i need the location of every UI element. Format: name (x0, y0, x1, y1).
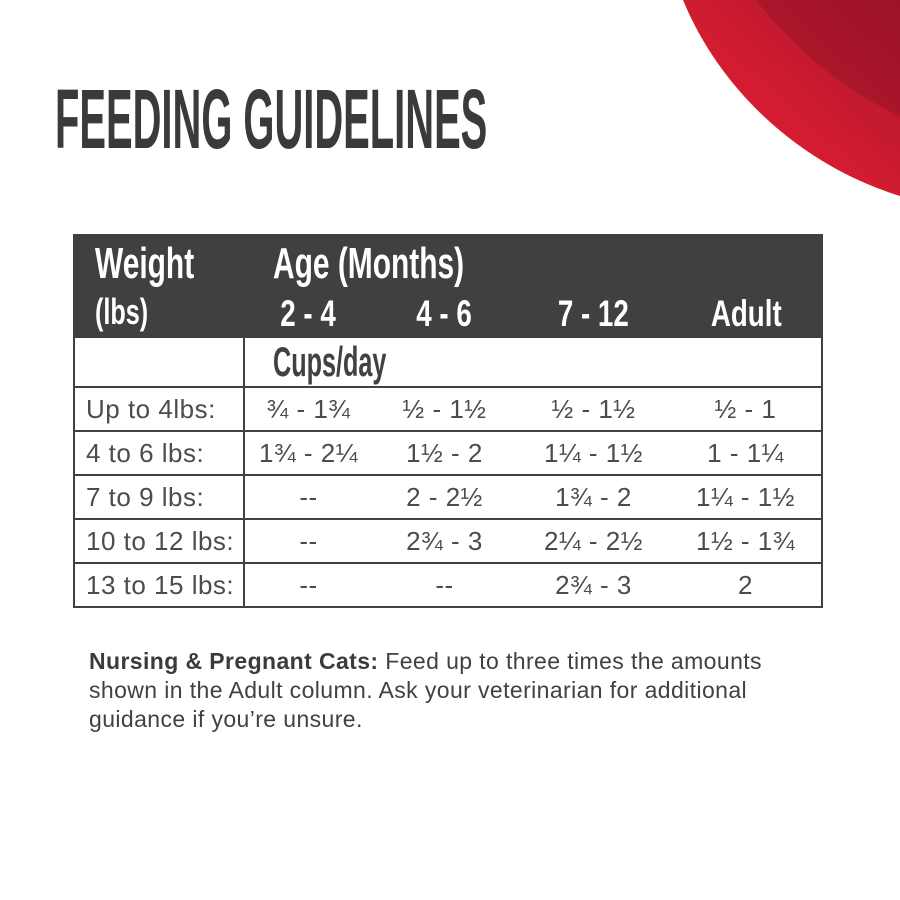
value-cell-adult: 1 - 1¼ (707, 437, 784, 468)
note-line-1-text: Feed up to three times the amounts (378, 648, 762, 674)
value-cell-adult: ½ - 1 (714, 393, 777, 424)
table-row: 7 to 9 lbs: -- 2 - 2½ 1¾ - 2 1¼ - 1½ (75, 476, 821, 520)
value-cell-4-6: 1½ - 2 (406, 437, 483, 468)
weight-cell: 4 to 6 lbs: (75, 432, 245, 474)
nursing-note: Nursing & Pregnant Cats: Feed up to thre… (89, 647, 849, 734)
value-cell-2-4: ¾ - 1¾ (266, 393, 351, 424)
weight-cell: 7 to 9 lbs: (75, 476, 245, 518)
age-subcolumns: 2 - 4 4 - 6 7 - 12 Adult (245, 295, 823, 332)
value-cell-7-12: 1¾ - 2 (555, 481, 632, 512)
note-line-1: Nursing & Pregnant Cats: Feed up to thre… (89, 647, 849, 676)
table-row: 4 to 6 lbs: 1¾ - 2¼ 1½ - 2 1¼ - 1½ 1 - 1… (75, 432, 821, 476)
table-body: Cups/day Up to 4lbs: ¾ - 1¾ ½ - 1½ ½ - 1… (73, 338, 823, 608)
value-cell-7-12: 1¼ - 1½ (544, 437, 643, 468)
value-cell-adult: 1¼ - 1½ (696, 481, 795, 512)
red-swoosh-decoration (683, 0, 900, 196)
age-col-7-12: 7 - 12 (558, 293, 629, 334)
table-row: 10 to 12 lbs: -- 2¾ - 3 2¼ - 2½ 1½ - 1¾ (75, 520, 821, 564)
units-cell: Cups/day (245, 338, 821, 386)
value-cell-7-12: 2¾ - 3 (555, 569, 632, 600)
value-cell-2-4: 1¾ - 2¼ (259, 437, 358, 468)
table-row: 13 to 15 lbs: -- -- 2¾ - 3 2 (75, 564, 821, 606)
age-col-4-6: 4 - 6 (416, 293, 473, 334)
page-title: FEEDING GUIDELINES (55, 77, 900, 161)
table-row: Up to 4lbs: ¾ - 1¾ ½ - 1½ ½ - 1½ ½ - 1 (75, 388, 821, 432)
weight-cell: Up to 4lbs: (75, 388, 245, 430)
value-cell-adult: 2 (738, 569, 753, 600)
value-cell-4-6: -- (435, 569, 454, 600)
value-cell-4-6: 2 - 2½ (406, 481, 483, 512)
units-label: Cups/day (273, 338, 387, 385)
table-header-row: Weight (lbs) Age (Months) 2 - 4 4 - 6 7 … (73, 234, 823, 338)
weight-column-header: Weight (95, 239, 195, 288)
weight-header-cell: Weight (lbs) (73, 234, 245, 338)
age-column-header: Age (Months) (273, 239, 465, 288)
value-cell-2-4: -- (299, 481, 318, 512)
feeding-table: Weight (lbs) Age (Months) 2 - 4 4 - 6 7 … (73, 234, 823, 608)
note-label: Nursing & Pregnant Cats: (89, 648, 379, 674)
value-cell-4-6: 2¾ - 3 (406, 525, 483, 556)
value-cell-7-12: ½ - 1½ (551, 393, 636, 424)
value-cell-7-12: 2¼ - 2½ (544, 525, 643, 556)
units-row-empty-cell (75, 338, 245, 386)
note-line-2: shown in the Adult column. Ask your vete… (89, 677, 748, 703)
weight-cell: 10 to 12 lbs: (75, 520, 245, 562)
units-row: Cups/day (75, 338, 821, 388)
age-col-adult: Adult (711, 293, 782, 334)
weight-unit-label: (lbs) (95, 291, 149, 332)
age-col-2-4: 2 - 4 (280, 293, 337, 334)
weight-cell: 13 to 15 lbs: (75, 564, 245, 606)
value-cell-adult: 1½ - 1¾ (696, 525, 795, 556)
page-title-text: FEEDING GUIDELINES (55, 72, 488, 166)
value-cell-2-4: -- (299, 525, 318, 556)
value-cell-4-6: ½ - 1½ (402, 393, 487, 424)
note-line-3: guidance if you’re unsure. (89, 706, 363, 732)
value-cell-2-4: -- (299, 569, 318, 600)
age-header-cell: Age (Months) 2 - 4 4 - 6 7 - 12 Adult (245, 234, 823, 338)
